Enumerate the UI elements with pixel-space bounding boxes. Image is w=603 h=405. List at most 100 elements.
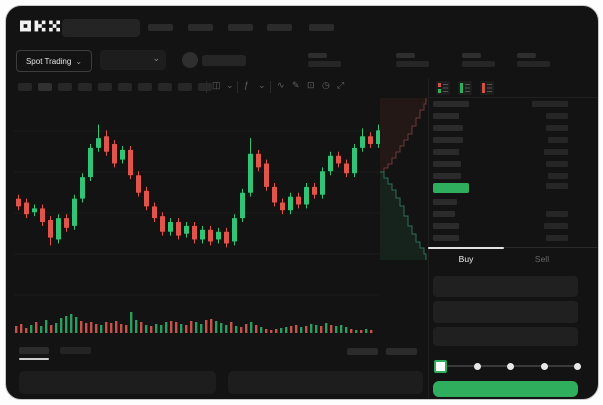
order-book-row[interactable] <box>433 137 568 143</box>
amount-placeholder <box>546 125 568 131</box>
amount-placeholder <box>544 149 568 155</box>
interval-button-placeholder[interactable] <box>158 83 172 91</box>
slider-stop-dot[interactable] <box>574 362 581 370</box>
price-placeholder <box>433 149 459 155</box>
open-orders-panel <box>19 371 216 394</box>
chevron-down-icon[interactable]: ⌄ <box>258 80 266 90</box>
amount-placeholder <box>546 211 568 217</box>
right-panel-divider <box>428 78 429 398</box>
price-placeholder <box>433 199 457 205</box>
book-view-combined-icon[interactable] <box>436 81 450 95</box>
price-placeholder <box>433 173 461 179</box>
nav-item-placeholder[interactable] <box>309 24 334 31</box>
history-tab-placeholder[interactable] <box>60 347 91 354</box>
chart-style-icon[interactable]: ◫ <box>212 80 221 90</box>
trade-tab-sell[interactable]: Sell <box>534 254 550 264</box>
volume-chart <box>15 312 373 333</box>
ticker-stat-value-placeholder <box>462 61 495 67</box>
nav-item-placeholder[interactable] <box>228 24 253 31</box>
price-placeholder <box>433 125 463 131</box>
search-input[interactable] <box>62 19 140 37</box>
ticker-stat-label-placeholder <box>462 53 481 58</box>
order-book-row[interactable] <box>433 149 568 155</box>
interval-button-placeholder[interactable] <box>138 83 152 91</box>
orders-tab-placeholder[interactable] <box>19 347 49 354</box>
chevron-down-icon: ⌄ <box>152 53 160 63</box>
book-view-asks-icon[interactable] <box>480 81 494 95</box>
draw-icon[interactable]: ✎ <box>292 80 300 90</box>
amount-placeholder <box>548 173 568 179</box>
nav-item-placeholder[interactable] <box>148 24 173 31</box>
amount-placeholder <box>532 101 568 107</box>
ticker-stat-value-placeholder <box>396 61 429 67</box>
amount-placeholder <box>546 235 568 241</box>
depth-chart <box>380 98 427 260</box>
price-placeholder <box>433 223 459 229</box>
toolbar-divider <box>237 81 238 93</box>
ticker-stat-label-placeholder <box>396 53 415 58</box>
order-book-row[interactable] <box>433 223 568 229</box>
slider-stop-dot[interactable] <box>540 362 548 370</box>
amount-field[interactable] <box>433 301 578 323</box>
bottom-active-tab-underline <box>19 358 49 360</box>
ticker-stat-label-placeholder <box>308 53 327 58</box>
total-field[interactable] <box>433 327 578 346</box>
price-placeholder <box>433 161 461 167</box>
order-book-row[interactable] <box>433 125 568 131</box>
price-field[interactable] <box>433 276 578 297</box>
nav-item-placeholder[interactable] <box>267 24 292 31</box>
slider-stop-dot[interactable] <box>507 362 514 370</box>
order-book-row[interactable] <box>433 199 568 205</box>
interval-button-placeholder[interactable] <box>18 83 32 91</box>
interval-button-placeholder[interactable] <box>98 83 112 91</box>
amount-slider[interactable] <box>434 357 581 375</box>
price-placeholder <box>433 235 459 241</box>
last-price-row[interactable] <box>433 183 568 193</box>
nav-item-placeholder[interactable] <box>188 24 213 31</box>
interval-button-placeholder[interactable] <box>58 83 72 91</box>
fullscreen-icon[interactable]: ⤢ <box>337 80 345 90</box>
amount-placeholder <box>546 183 568 189</box>
line-tool-icon[interactable]: ∿ <box>277 80 285 90</box>
market-type-selector[interactable]: Spot Trading ⌄ <box>16 50 92 72</box>
interval-button-placeholder[interactable] <box>38 83 52 91</box>
slider-stop-dot[interactable] <box>473 362 481 370</box>
chevron-down-icon: ⌄ <box>75 56 83 66</box>
active-tab-indicator <box>428 247 504 249</box>
interval-button-placeholder[interactable] <box>198 83 212 91</box>
trade-tabs: Buy Sell <box>428 248 580 270</box>
interval-button-placeholder[interactable] <box>178 83 192 91</box>
order-book-row[interactable] <box>433 211 568 217</box>
price-placeholder <box>433 113 459 119</box>
buy-submit-button[interactable] <box>433 381 578 397</box>
ticker-stat-label-placeholder <box>517 53 536 58</box>
order-book-row[interactable] <box>433 161 568 167</box>
ticker-stat-value-placeholder <box>517 61 550 67</box>
bottom-link-placeholder[interactable] <box>386 348 417 355</box>
chevron-down-icon[interactable]: ⌄ <box>226 80 234 90</box>
last-price-bar <box>433 183 469 193</box>
order-book-row[interactable] <box>433 101 568 107</box>
amount-placeholder <box>548 137 568 143</box>
pair-avatar <box>182 52 198 68</box>
indicators-icon[interactable]: ƒ <box>244 80 250 90</box>
interval-button-placeholder[interactable] <box>118 83 132 91</box>
toolbar-divider <box>206 81 207 93</box>
okx-logo <box>20 20 60 32</box>
order-book-row[interactable] <box>433 173 568 179</box>
order-book-row[interactable] <box>433 113 568 119</box>
order-book-row[interactable] <box>433 235 568 241</box>
price-placeholder <box>433 101 469 107</box>
amount-placeholder <box>546 161 568 167</box>
book-view-bids-icon[interactable] <box>458 81 472 95</box>
snapshot-icon[interactable]: ⊡ <box>307 80 315 90</box>
price-chart[interactable] <box>14 100 380 305</box>
pair-selector[interactable]: ⌄ <box>100 50 166 70</box>
order-history-panel <box>228 371 423 394</box>
trade-tab-buy[interactable]: Buy <box>458 254 474 264</box>
interval-button-placeholder[interactable] <box>78 83 92 91</box>
history-icon[interactable]: ◷ <box>322 80 330 90</box>
slider-handle[interactable] <box>434 359 447 373</box>
bottom-link-placeholder[interactable] <box>347 348 378 355</box>
